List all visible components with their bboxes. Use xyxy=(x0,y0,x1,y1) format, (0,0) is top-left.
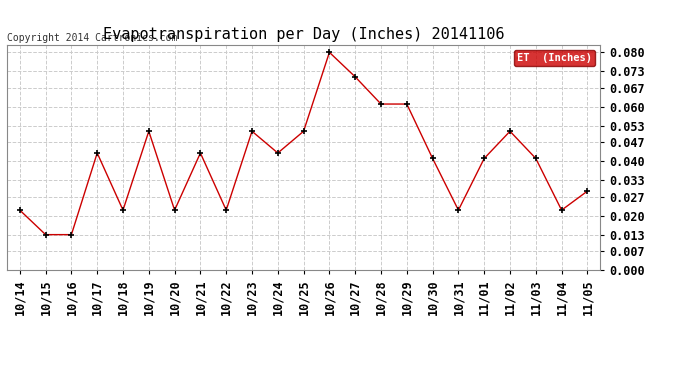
Title: Evapotranspiration per Day (Inches) 20141106: Evapotranspiration per Day (Inches) 2014… xyxy=(103,27,504,42)
Legend: ET  (Inches): ET (Inches) xyxy=(514,50,595,66)
Text: Copyright 2014 Cartronics.com: Copyright 2014 Cartronics.com xyxy=(7,33,177,43)
